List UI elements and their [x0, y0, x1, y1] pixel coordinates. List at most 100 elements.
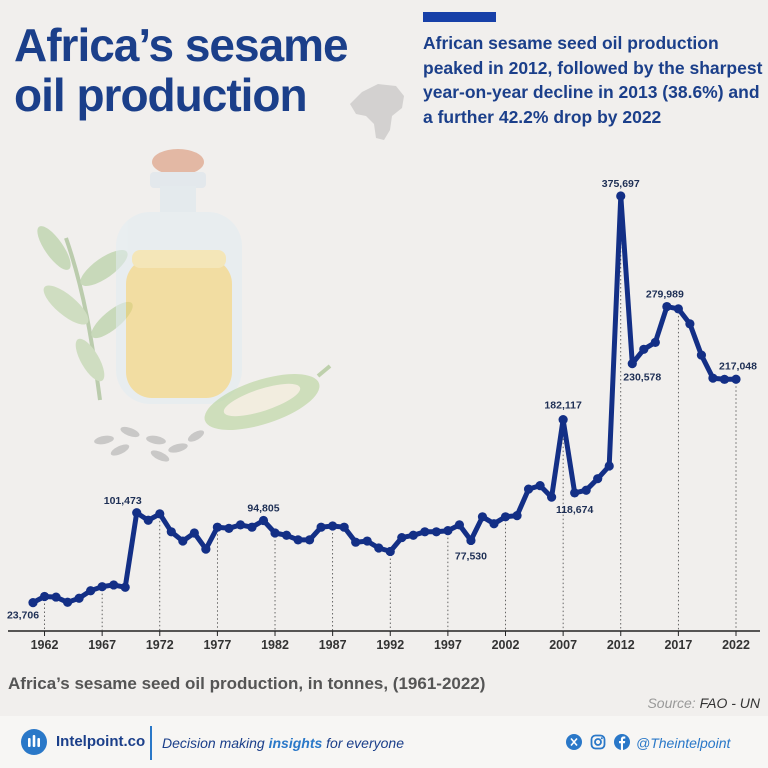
data-point: [28, 598, 38, 608]
sesame-leaves-icon: [37, 226, 133, 401]
data-point: [477, 512, 488, 522]
sesame-pod-icon: [204, 364, 332, 430]
data-point: [627, 359, 637, 369]
data-point: [109, 580, 119, 590]
source-name: FAO - UN: [699, 695, 760, 711]
data-point: [362, 536, 372, 546]
data-point: [420, 527, 430, 537]
data-point: [374, 543, 384, 553]
x-tick-label: 1997: [434, 638, 462, 652]
source-note: Source: FAO - UN: [647, 695, 760, 711]
intelpoint-logo-icon: [21, 729, 47, 755]
x-tick-label: 2002: [492, 638, 520, 652]
data-point: [489, 519, 499, 529]
data-point: [270, 528, 280, 538]
data-point: [97, 582, 107, 592]
data-point: [293, 535, 303, 545]
data-point: [593, 474, 603, 484]
data-point: [650, 337, 660, 347]
data-point: [500, 512, 511, 522]
africa-map-icon: [350, 84, 404, 140]
summary-text: African sesame seed oil production peake…: [423, 33, 763, 127]
data-point: [155, 509, 165, 519]
social-handle[interactable]: @Theintelpoint: [636, 735, 731, 751]
data-point: [616, 191, 626, 201]
data-point: [673, 304, 683, 314]
data-point: [523, 484, 534, 494]
data-label: 118,674: [556, 504, 594, 516]
data-label: 375,697: [602, 178, 640, 190]
data-point: [39, 591, 50, 602]
data-point: [74, 593, 84, 603]
instagram-icon[interactable]: [590, 734, 606, 750]
x-tick-label: 1972: [146, 638, 174, 652]
data-point: [212, 522, 222, 532]
data-point: [281, 530, 292, 540]
source-label: Source:: [647, 695, 696, 711]
data-point: [316, 522, 326, 532]
oil-bottle-icon: [116, 149, 242, 404]
brand-link[interactable]: Intelpoint.co: [56, 733, 146, 750]
tagline-pre: Decision making: [162, 735, 269, 751]
data-label: 217,048: [719, 360, 757, 372]
x-tick-label: 2007: [549, 638, 577, 652]
series-line: [30, 193, 739, 606]
data-point: [570, 488, 580, 498]
data-label: 77,530: [455, 550, 487, 562]
x-tick-label: 2022: [722, 638, 750, 652]
data-point: [604, 461, 614, 471]
data-point: [86, 586, 96, 596]
data-point: [708, 373, 718, 383]
x-tick-label: 1982: [261, 638, 289, 652]
data-point: [431, 527, 441, 537]
sesame-seeds-icon: [94, 426, 205, 462]
data-label: 182,117: [544, 400, 582, 412]
data-point: [454, 520, 465, 530]
tagline: Decision making insights for everyone: [162, 735, 404, 751]
data-point: [143, 515, 153, 525]
chart-subtitle: Africa’s sesame seed oil production, in …: [8, 674, 486, 693]
tagline-emphasis: insights: [268, 735, 323, 751]
data-point: [62, 597, 73, 607]
data-point: [512, 511, 522, 521]
data-label: 94,805: [247, 502, 279, 514]
x-icon[interactable]: [566, 734, 582, 750]
data-point: [304, 535, 315, 545]
data-point: [685, 319, 695, 329]
x-tick-label: 1967: [88, 638, 116, 652]
data-label: 279,989: [646, 289, 684, 301]
data-label: 230,578: [623, 372, 661, 384]
x-tick-label: 1977: [203, 638, 231, 652]
data-point: [351, 537, 361, 547]
data-point: [443, 526, 453, 536]
x-tick-label: 2012: [607, 638, 635, 652]
data-point: [328, 521, 338, 531]
data-point: [397, 532, 407, 543]
data-point: [189, 528, 199, 538]
data-point: [547, 492, 557, 502]
x-tick-label: 2017: [664, 638, 692, 652]
data-point: [385, 546, 395, 557]
data-label: 101,473: [104, 495, 142, 507]
data-point: [535, 481, 545, 491]
footer-divider: [150, 726, 152, 760]
data-point: [408, 530, 418, 540]
data-point: [132, 508, 142, 518]
data-point: [731, 374, 741, 384]
data-point: [235, 520, 246, 530]
data-label: 23,706: [7, 610, 39, 622]
data-point: [719, 374, 730, 384]
data-point: [51, 592, 61, 602]
data-point: [258, 515, 269, 526]
data-point: [466, 535, 476, 546]
tagline-post: for everyone: [322, 735, 404, 751]
data-point: [639, 344, 649, 354]
x-tick-label: 1992: [376, 638, 404, 652]
x-tick-label: 1987: [319, 638, 347, 652]
facebook-icon[interactable]: [614, 734, 630, 750]
data-point: [558, 415, 568, 425]
x-tick-label: 1962: [31, 638, 59, 652]
